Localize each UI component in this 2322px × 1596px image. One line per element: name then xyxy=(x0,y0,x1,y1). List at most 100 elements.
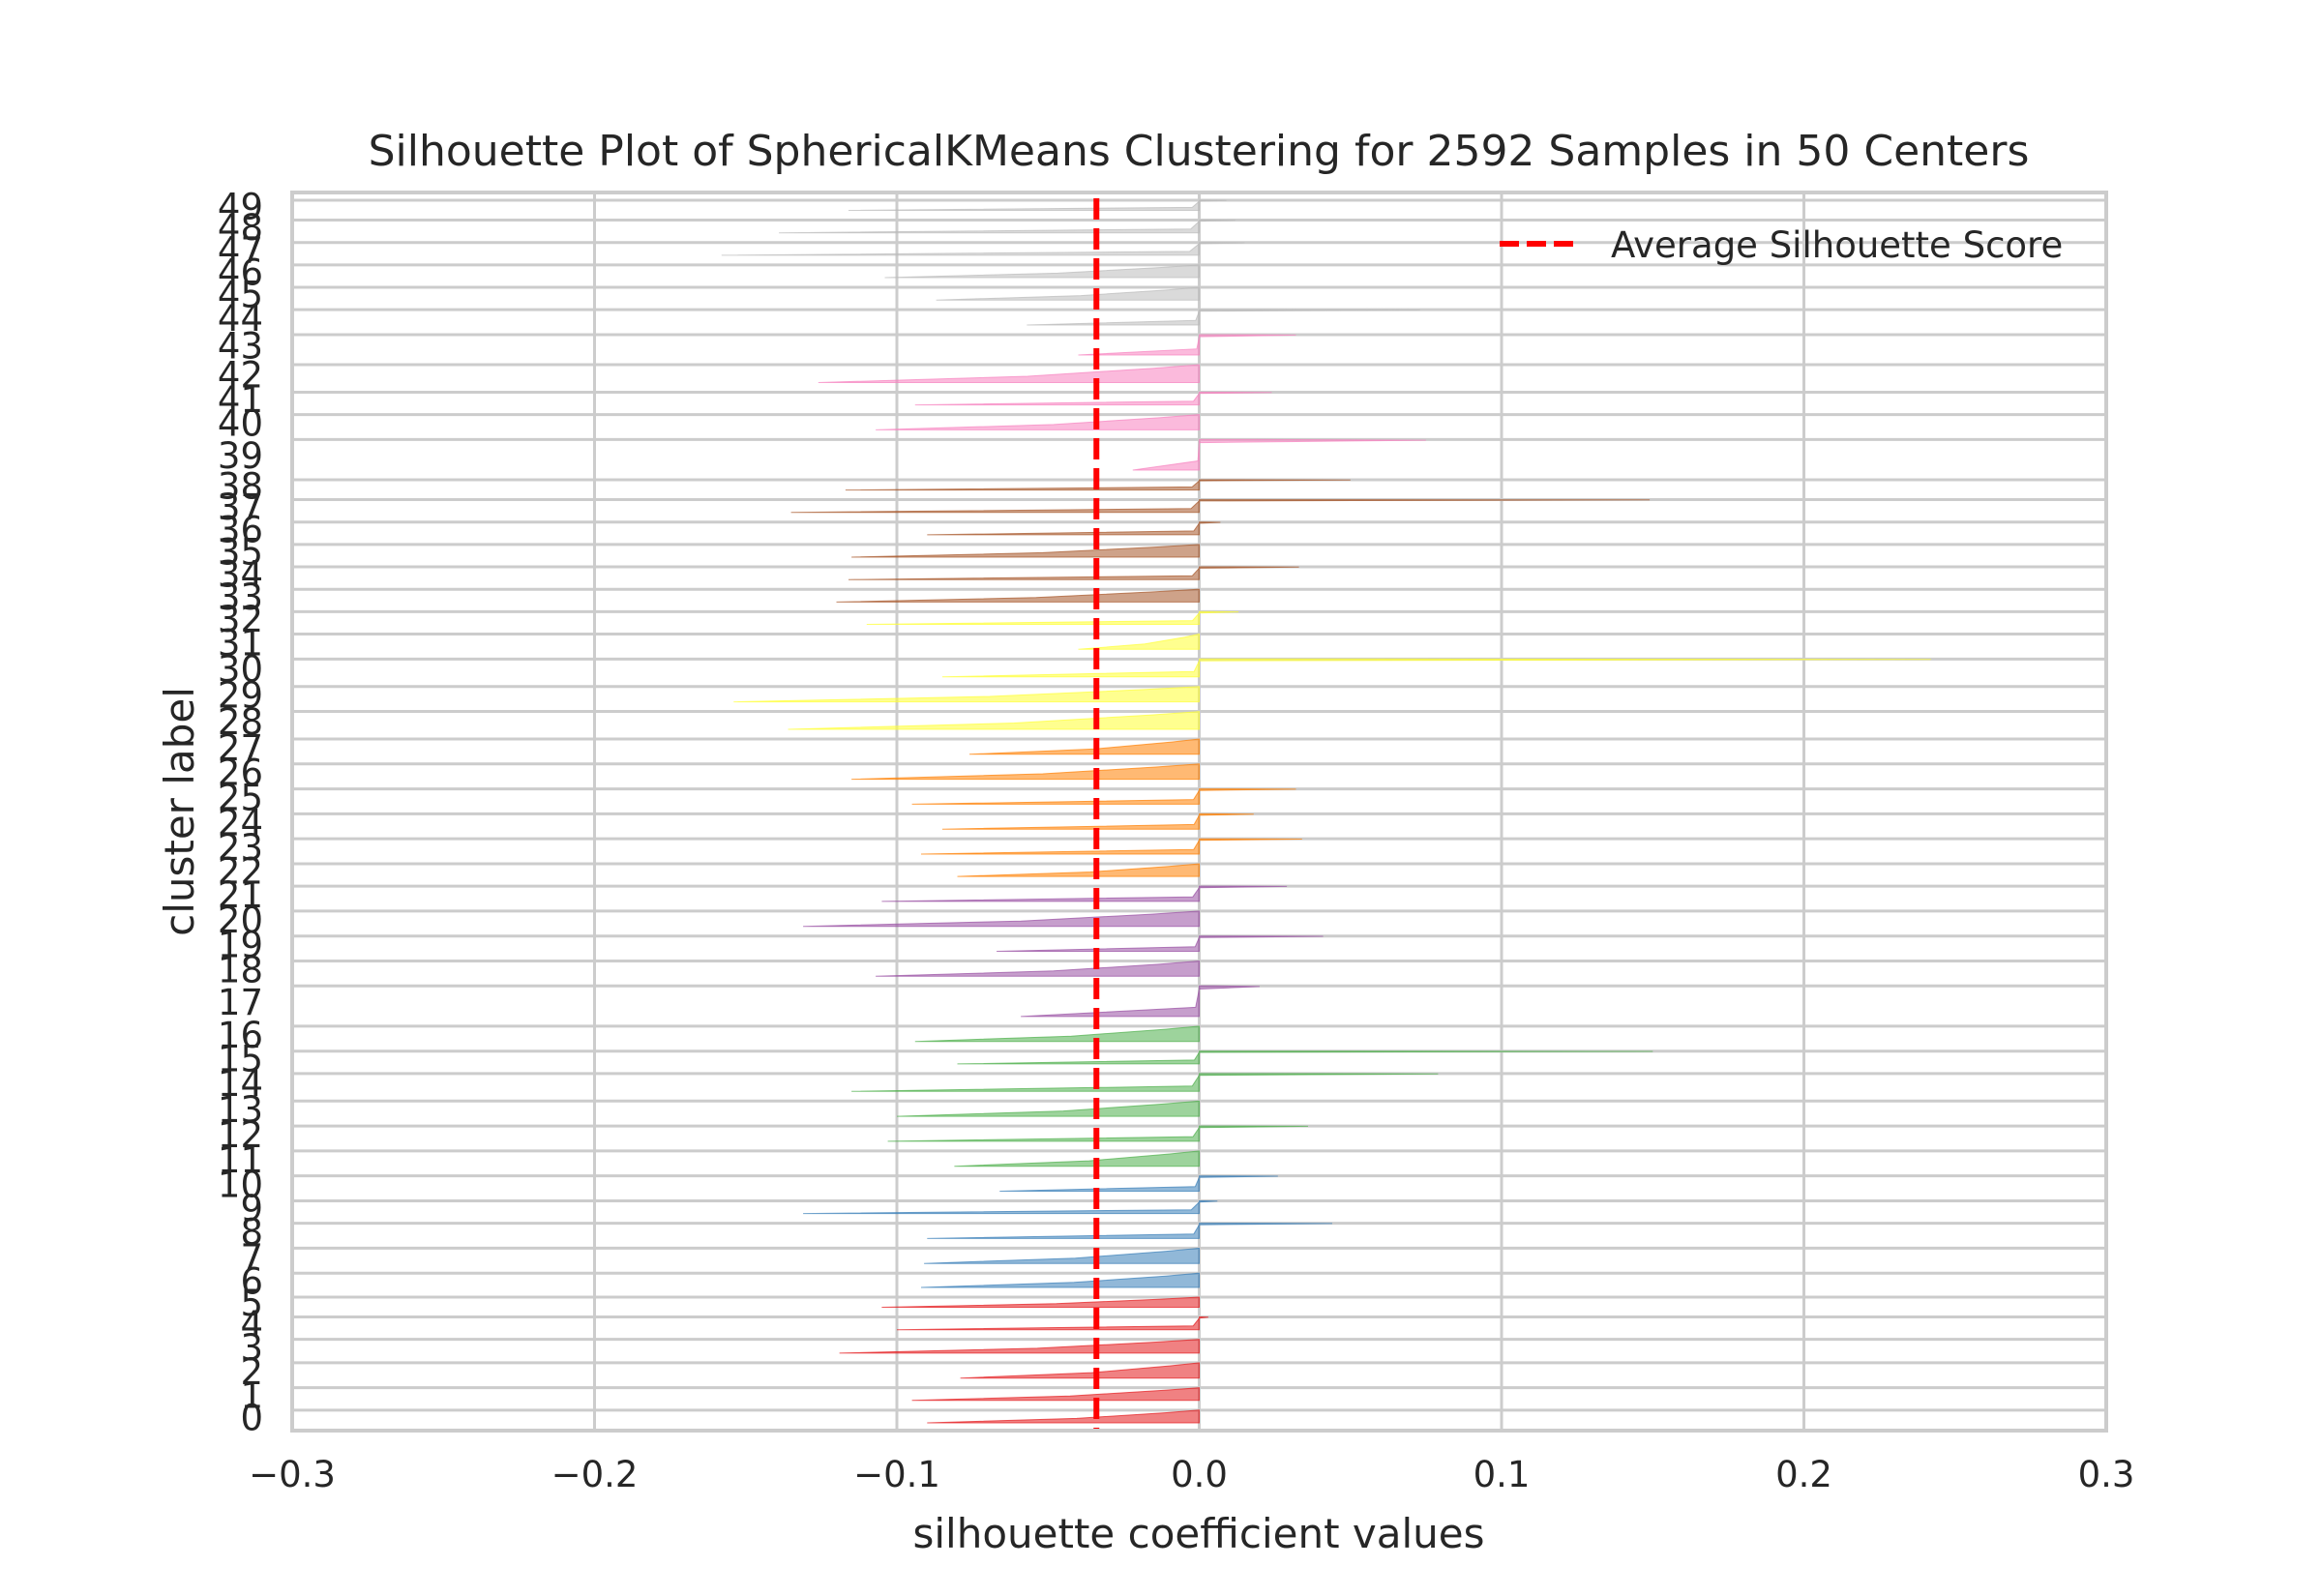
cluster-silhouette-27 xyxy=(968,738,1200,755)
cluster-silhouette-25 xyxy=(911,788,1296,805)
y-tick-label-21: 21 xyxy=(218,874,263,916)
cluster-silhouette-1 xyxy=(911,1387,1200,1402)
y-tick-label-14: 14 xyxy=(218,1063,263,1105)
y-tick-label-3: 3 xyxy=(240,1327,263,1369)
x-tick-label: −0.3 xyxy=(249,1454,336,1495)
cluster-silhouette-15 xyxy=(957,1050,1653,1065)
legend-label-average: Average Silhouette Score xyxy=(1611,224,2063,266)
y-tick-label-39: 39 xyxy=(218,435,263,477)
cluster-silhouette-5 xyxy=(881,1296,1200,1308)
y-tick-label-15: 15 xyxy=(218,1038,263,1079)
cluster-silhouette-45 xyxy=(936,286,1200,301)
y-tick-label-9: 9 xyxy=(240,1188,263,1229)
y-tick-label-6: 6 xyxy=(240,1261,263,1303)
cluster-silhouette-41 xyxy=(914,392,1272,406)
y-tick-label-17: 17 xyxy=(218,982,263,1023)
cluster-silhouette-49 xyxy=(848,199,1227,211)
x-tick-label: 0.2 xyxy=(1775,1454,1832,1495)
cluster-silhouette-6 xyxy=(920,1272,1200,1288)
cluster-silhouette-36 xyxy=(927,521,1221,536)
cluster-silhouette-22 xyxy=(957,863,1200,877)
cluster-silhouette-2 xyxy=(960,1362,1200,1379)
cluster-silhouette-11 xyxy=(954,1150,1200,1167)
y-tick-label-48: 48 xyxy=(218,207,263,249)
cluster-silhouette-9 xyxy=(803,1200,1218,1215)
chart-title: Silhouette Plot of SphericalKMeans Clust… xyxy=(369,127,2030,176)
cluster-silhouette-40 xyxy=(876,414,1200,430)
y-tick-label-12: 12 xyxy=(218,1114,263,1156)
y-tick-label-19: 19 xyxy=(218,925,263,966)
x-tick-label: 0.1 xyxy=(1474,1454,1531,1495)
cluster-silhouette-24 xyxy=(941,813,1254,830)
cluster-silhouette-35 xyxy=(851,544,1200,558)
y-tick-label-46: 46 xyxy=(218,251,263,293)
y-tick-label-16: 16 xyxy=(218,1015,263,1056)
y-tick-label-37: 37 xyxy=(218,487,263,528)
cluster-silhouette-17 xyxy=(1021,985,1261,1018)
y-tick-label-7: 7 xyxy=(240,1236,263,1278)
y-tick-label-1: 1 xyxy=(240,1374,263,1416)
y-tick-label-30: 30 xyxy=(218,649,263,691)
x-axis-label: silhouette coefficient values xyxy=(913,1510,1485,1557)
cluster-silhouette-21 xyxy=(881,885,1288,902)
y-tick-label-10: 10 xyxy=(218,1165,263,1206)
cluster-silhouettes xyxy=(721,199,1931,1424)
cluster-silhouette-47 xyxy=(721,242,1245,256)
y-axis-label: cluster label xyxy=(156,687,203,936)
y-tick-label-43: 43 xyxy=(218,326,263,368)
cluster-silhouette-32 xyxy=(866,610,1239,625)
y-tick-label-41: 41 xyxy=(218,379,263,421)
cluster-silhouette-26 xyxy=(851,763,1200,781)
y-tick-label-40: 40 xyxy=(218,403,263,445)
x-tick-label: 0.0 xyxy=(1171,1454,1228,1495)
cluster-silhouette-16 xyxy=(914,1025,1200,1043)
y-tick-label-5: 5 xyxy=(240,1283,263,1324)
y-tick-label-20: 20 xyxy=(218,900,263,941)
y-tick-label-23: 23 xyxy=(218,827,263,869)
y-tick-label-8: 8 xyxy=(240,1212,263,1254)
cluster-silhouette-8 xyxy=(927,1223,1333,1239)
y-tick-label-35: 35 xyxy=(218,532,263,574)
y-tick-label-13: 13 xyxy=(218,1089,263,1131)
cluster-silhouette-42 xyxy=(818,364,1200,383)
y-tick-label-33: 33 xyxy=(218,576,263,618)
x-tick-labels: −0.3 −0.2 −0.1 0.0 0.1 0.2 0.3 xyxy=(249,1454,2134,1495)
y-tick-labels: 0123456789101112131415161718192021222324… xyxy=(218,186,263,1438)
y-tick-label-2: 2 xyxy=(240,1351,263,1393)
cluster-silhouette-13 xyxy=(896,1100,1200,1117)
y-tick-label-47: 47 xyxy=(218,229,263,271)
y-tick-label-22: 22 xyxy=(218,851,263,893)
y-tick-label-25: 25 xyxy=(218,778,263,819)
cluster-silhouette-23 xyxy=(920,838,1302,855)
y-tick-label-34: 34 xyxy=(218,554,263,596)
cluster-silhouette-48 xyxy=(779,220,1236,234)
cluster-silhouette-20 xyxy=(803,910,1200,928)
cluster-silhouette-37 xyxy=(790,499,1651,514)
legend: Average Silhouette Score xyxy=(1500,224,2063,266)
cluster-silhouette-30 xyxy=(941,658,1931,678)
y-tick-label-26: 26 xyxy=(218,753,263,794)
cluster-silhouette-4 xyxy=(896,1316,1208,1331)
cluster-silhouette-10 xyxy=(999,1175,1278,1192)
y-tick-label-11: 11 xyxy=(218,1139,263,1181)
x-tick-label: −0.1 xyxy=(853,1454,940,1495)
y-tick-label-28: 28 xyxy=(218,701,263,743)
y-tick-label-24: 24 xyxy=(218,802,263,843)
y-tick-label-31: 31 xyxy=(218,622,263,664)
cluster-silhouette-14 xyxy=(851,1073,1439,1092)
cluster-silhouette-39 xyxy=(1132,438,1426,471)
cluster-silhouette-18 xyxy=(876,960,1200,977)
cluster-silhouette-0 xyxy=(927,1409,1200,1424)
y-tick-label-18: 18 xyxy=(218,949,263,990)
y-tick-label-45: 45 xyxy=(218,275,263,316)
y-tick-label-36: 36 xyxy=(218,509,263,550)
y-tick-label-49: 49 xyxy=(218,186,263,227)
y-tick-label-38: 38 xyxy=(218,465,263,507)
x-tick-label: 0.3 xyxy=(2078,1454,2135,1495)
cluster-silhouette-7 xyxy=(924,1247,1200,1264)
y-tick-label-29: 29 xyxy=(218,675,263,717)
cluster-silhouette-29 xyxy=(733,686,1200,703)
cluster-silhouette-34 xyxy=(848,566,1299,580)
cluster-silhouette-19 xyxy=(997,935,1324,952)
